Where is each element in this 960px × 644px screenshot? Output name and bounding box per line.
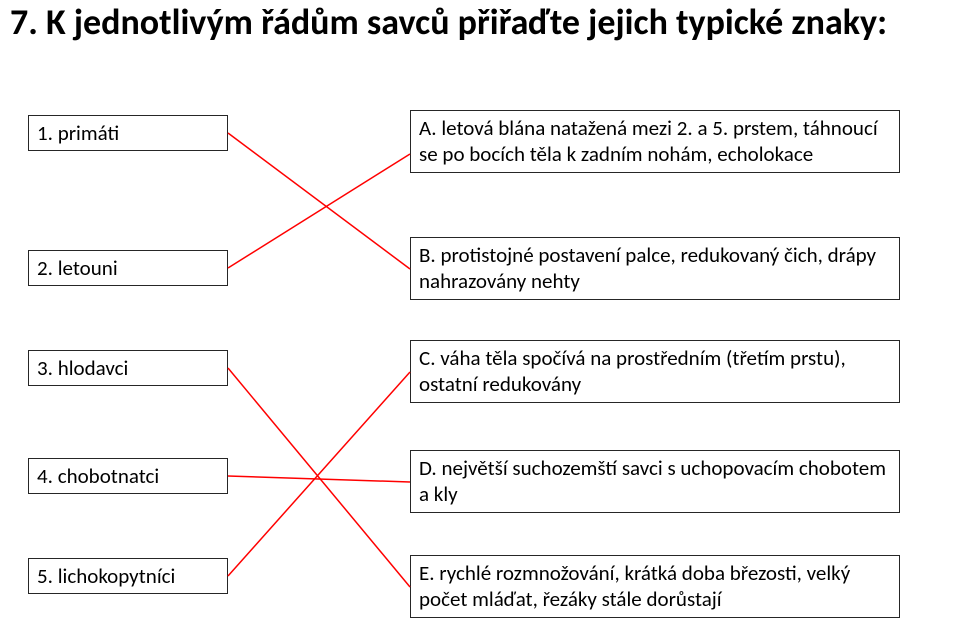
right-item-4: D. největší suchozemští savci s uchopova… [410,450,900,513]
right-item-5: E. rychlé rozmnožování, krátká doba břez… [410,555,900,618]
left-item-3: 3. hlodavci [28,350,228,386]
page-title: 7. K jednotlivým řádům savců přiřaďte je… [10,2,950,43]
right-item-3: C. váha těla spočívá na prostředním (tře… [410,340,900,403]
left-item-1: 1. primáti [28,115,228,151]
page: 7. K jednotlivým řádům savců přiřaďte je… [0,0,960,644]
connection-lines [0,0,960,644]
left-item-4: 4. chobotnatci [28,458,228,494]
right-item-2: B. protistojné postavení palce, redukova… [410,237,900,300]
right-item-1: A. letová blána natažená mezi 2. a 5. pr… [410,110,900,173]
left-item-2: 2. letouni [28,250,228,286]
left-item-5: 5. lichokopytníci [28,558,228,594]
